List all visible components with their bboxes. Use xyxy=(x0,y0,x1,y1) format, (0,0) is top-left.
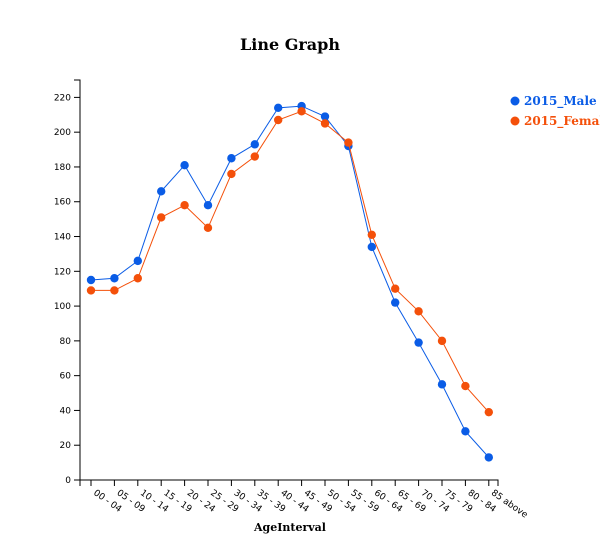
legend-label: 2015_Male xyxy=(524,94,597,109)
data-point xyxy=(86,275,96,285)
legend-item: 2015_Female xyxy=(510,114,600,129)
data-point xyxy=(297,107,306,116)
data-point xyxy=(203,223,213,233)
legend-marker xyxy=(510,116,520,126)
data-point xyxy=(437,336,447,346)
series-line xyxy=(91,110,490,413)
data-point xyxy=(157,213,166,222)
data-point xyxy=(391,298,400,307)
series-layer xyxy=(86,101,493,462)
series-line xyxy=(90,105,490,458)
data-point xyxy=(180,201,189,210)
data-point xyxy=(320,119,330,128)
data-point xyxy=(250,152,259,161)
y-tick-label: 0 xyxy=(65,476,71,486)
data-point xyxy=(391,284,400,293)
series-2015_Male xyxy=(86,101,493,462)
data-point xyxy=(180,161,189,170)
axes xyxy=(74,79,499,486)
series-2015_Female xyxy=(86,107,493,417)
y-axis-line xyxy=(74,79,81,481)
data-point xyxy=(227,154,236,163)
data-point xyxy=(461,427,470,436)
data-point xyxy=(133,256,142,266)
data-point xyxy=(274,103,283,113)
y-tick-label: 220 xyxy=(54,93,71,103)
data-point xyxy=(414,338,423,347)
data-point xyxy=(367,242,376,252)
data-point xyxy=(461,381,470,391)
data-point xyxy=(110,274,119,283)
chart-title: Line Graph xyxy=(240,35,340,54)
legend-label: 2015_Female xyxy=(524,114,600,129)
data-point xyxy=(227,169,236,179)
y-tick-label: 160 xyxy=(54,198,71,208)
data-point xyxy=(320,112,330,121)
data-point xyxy=(484,407,493,417)
y-tick-label: 40 xyxy=(60,406,72,416)
y-tick-label: 180 xyxy=(54,163,71,173)
y-tick-label: 120 xyxy=(54,267,71,277)
data-point xyxy=(484,453,493,462)
data-point xyxy=(110,286,119,295)
legend-marker xyxy=(510,96,520,106)
legend: 2015_Male 2015_Female xyxy=(510,94,600,129)
data-point xyxy=(203,201,213,210)
data-point xyxy=(367,230,376,239)
data-point xyxy=(274,115,283,125)
x-axis-label: AgeInterval xyxy=(253,521,326,534)
data-point xyxy=(344,138,353,147)
data-point xyxy=(437,380,447,389)
x-axis-line xyxy=(79,479,499,486)
y-tick-label: 20 xyxy=(60,441,72,451)
data-point xyxy=(250,140,259,149)
data-point xyxy=(86,286,96,295)
data-point xyxy=(133,274,142,283)
y-tick-label: 140 xyxy=(54,233,71,243)
y-tick-label: 100 xyxy=(54,302,71,312)
y-tick-label: 80 xyxy=(60,337,72,347)
y-tick-label: 60 xyxy=(60,372,72,382)
y-ticks: 0 20 40 60 80 100 120 140 160 180 200 220 xyxy=(54,93,80,486)
y-tick-label: 200 xyxy=(54,128,71,138)
data-point xyxy=(157,187,166,196)
data-point xyxy=(414,307,423,316)
legend-item: 2015_Male xyxy=(510,94,597,109)
